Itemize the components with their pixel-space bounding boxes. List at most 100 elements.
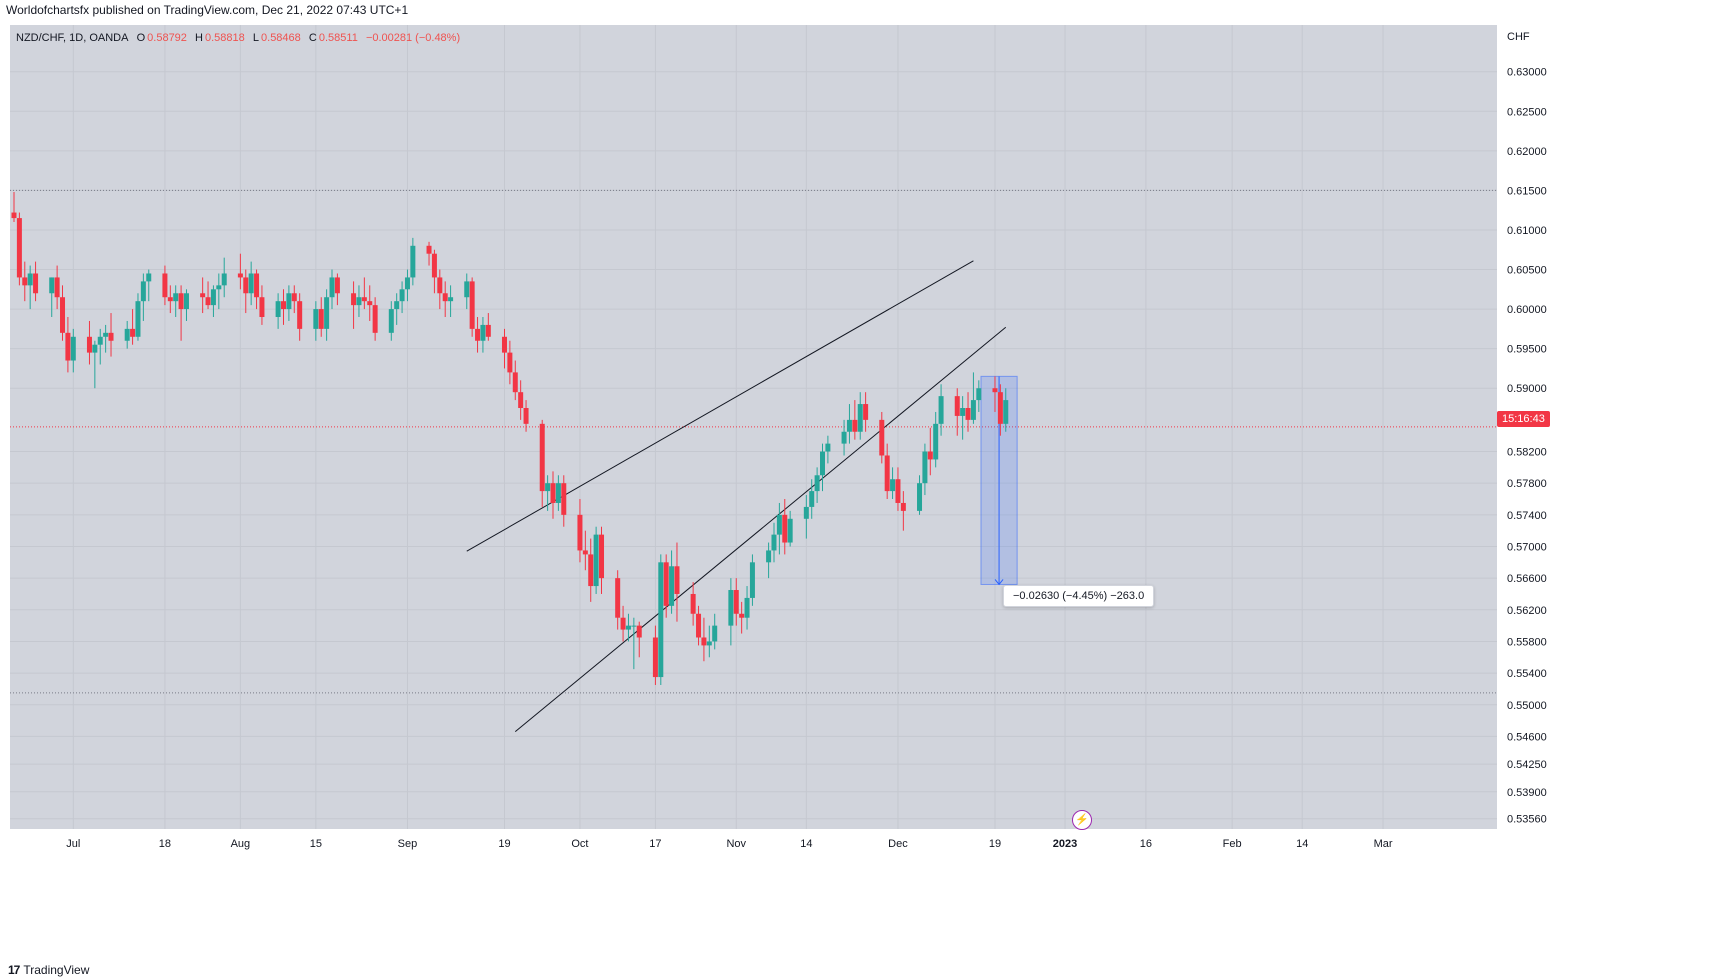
candle — [92, 340, 98, 389]
candle — [776, 502, 782, 555]
candle-body — [103, 332, 109, 337]
candle-body — [254, 273, 260, 298]
candle-body — [561, 483, 567, 515]
candle — [11, 191, 17, 223]
candle — [297, 293, 303, 341]
measure-arrow-head — [994, 579, 1004, 586]
candle — [809, 479, 815, 519]
y-tick-label: 0.57400 — [1507, 510, 1547, 522]
candle — [663, 554, 669, 618]
candle — [281, 289, 286, 325]
candle-body — [965, 408, 971, 420]
candle-body — [54, 277, 60, 298]
candle-body — [162, 273, 168, 298]
candle — [367, 285, 373, 321]
candle — [313, 301, 319, 341]
candle — [976, 380, 982, 412]
candle-body — [599, 534, 605, 579]
candle-body — [787, 518, 793, 543]
candle — [469, 277, 475, 337]
candle-body — [49, 277, 55, 294]
lightning-icon[interactable]: ⚡ — [1072, 810, 1092, 830]
candle-body — [65, 332, 71, 361]
candle — [426, 241, 432, 266]
candle — [917, 475, 923, 515]
candle — [523, 400, 529, 432]
candle-body — [243, 277, 249, 294]
candle — [992, 376, 998, 412]
candle — [140, 273, 146, 321]
candle — [895, 467, 901, 511]
candle-body — [351, 293, 357, 306]
candle — [593, 526, 599, 594]
measure-label[interactable]: −0.02630 (−4.45%) −263.0 — [1003, 585, 1155, 607]
candle — [577, 499, 583, 563]
candle-body — [356, 297, 362, 306]
candle — [863, 392, 869, 432]
candle-body — [173, 293, 179, 302]
candle-body — [857, 404, 863, 432]
candle — [431, 249, 437, 294]
x-tick-label: 17 — [649, 838, 661, 850]
x-tick-label: Sep — [398, 838, 418, 850]
candle-body — [205, 297, 211, 306]
candle-body — [248, 273, 254, 294]
candle-body — [782, 514, 788, 543]
candle-body — [992, 388, 998, 393]
candle — [97, 328, 103, 365]
candle-body — [324, 297, 330, 329]
candle — [965, 392, 971, 432]
candle-body — [900, 502, 906, 511]
candle-body — [27, 273, 33, 286]
candle-body — [820, 451, 825, 476]
candle-body — [970, 400, 976, 420]
x-tick-label: Jul — [66, 838, 80, 850]
candle-body — [620, 617, 626, 630]
candle-body — [523, 408, 529, 424]
candle — [437, 269, 443, 310]
candle — [561, 475, 567, 527]
candle — [254, 269, 260, 310]
candle-body — [976, 388, 982, 401]
candle-body — [334, 277, 340, 294]
candle — [86, 320, 92, 365]
candle-body — [410, 245, 416, 278]
close-label: C — [308, 32, 317, 44]
candle-body — [846, 419, 852, 432]
candle — [221, 257, 227, 298]
tradingview-footer[interactable]: 17 TradingView — [8, 963, 89, 977]
candle — [329, 269, 335, 310]
candle — [286, 285, 292, 321]
candle — [394, 293, 400, 325]
candle-body — [895, 479, 901, 503]
candle-body — [669, 566, 675, 606]
candle-body — [475, 328, 481, 341]
publish-header: Worldofchartsfx published on TradingView… — [6, 3, 409, 17]
candle-body — [852, 419, 858, 432]
candle-body — [803, 506, 809, 519]
candle — [555, 475, 561, 511]
low-label: L — [252, 32, 260, 44]
candle-body — [399, 289, 405, 302]
candle — [70, 328, 76, 373]
candle-body — [766, 550, 772, 563]
candle-body — [814, 475, 820, 492]
candle — [167, 285, 173, 314]
candle — [582, 530, 588, 571]
candle-body — [771, 534, 777, 551]
y-tick-label: 0.54600 — [1507, 731, 1547, 743]
candle-body — [442, 293, 448, 302]
candle — [130, 309, 136, 345]
y-tick-label: 0.53900 — [1507, 787, 1547, 799]
candle — [162, 265, 168, 306]
candle — [825, 435, 831, 464]
candle-body — [674, 566, 680, 594]
y-tick-label: 0.56200 — [1507, 605, 1547, 617]
candle — [205, 281, 211, 310]
candle-body — [706, 641, 712, 646]
low-value: 0.58468 — [261, 32, 301, 44]
close-value: 0.58511 — [318, 32, 358, 44]
candle — [475, 317, 481, 353]
candle-body — [448, 297, 454, 302]
